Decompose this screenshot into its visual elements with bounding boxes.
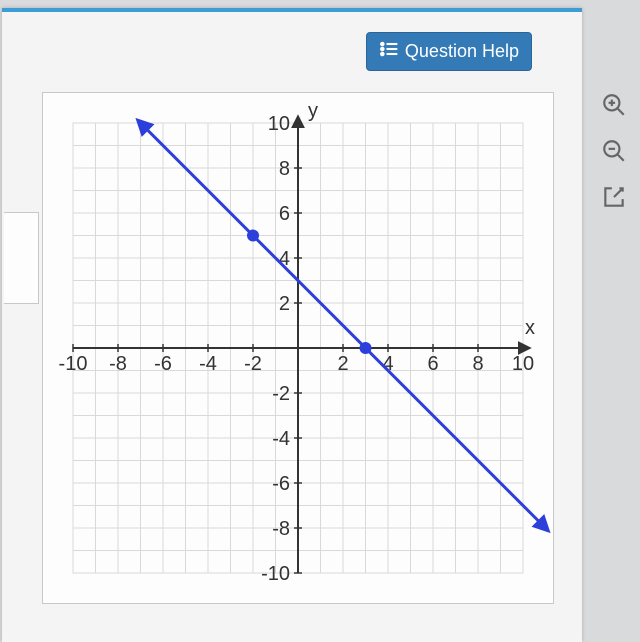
- zoom-out-button[interactable]: [599, 136, 629, 166]
- side-tools: [596, 90, 632, 212]
- svg-text:2: 2: [337, 353, 348, 375]
- svg-text:-2: -2: [272, 383, 290, 405]
- zoom-in-icon: [601, 92, 627, 118]
- question-help-button[interactable]: Question Help: [366, 32, 532, 71]
- question-help-label: Question Help: [405, 41, 519, 62]
- svg-text:-4: -4: [272, 428, 290, 450]
- zoom-out-icon: [601, 138, 627, 164]
- side-panel-sliver: [4, 212, 39, 304]
- open-external-button[interactable]: [599, 182, 629, 212]
- content-frame: Question Help -10-8-6-4-2246810-10-8-6-4…: [2, 8, 582, 642]
- svg-text:-6: -6: [154, 353, 172, 375]
- svg-text:-8: -8: [272, 518, 290, 540]
- svg-text:-6: -6: [272, 473, 290, 495]
- svg-text:2: 2: [279, 293, 290, 315]
- svg-text:6: 6: [279, 203, 290, 225]
- svg-text:8: 8: [279, 158, 290, 180]
- svg-text:-4: -4: [199, 353, 217, 375]
- svg-text:y: y: [308, 100, 318, 122]
- svg-text:-8: -8: [109, 353, 127, 375]
- svg-text:-10: -10: [261, 563, 290, 585]
- svg-text:-2: -2: [244, 353, 262, 375]
- svg-text:10: 10: [512, 353, 534, 375]
- svg-text:x: x: [525, 317, 535, 339]
- graph-panel: -10-8-6-4-2246810-10-8-6-4-2246810xy: [42, 92, 554, 604]
- coordinate-graph: -10-8-6-4-2246810-10-8-6-4-2246810xy: [43, 93, 553, 603]
- list-icon: [379, 39, 399, 64]
- svg-text:6: 6: [427, 353, 438, 375]
- svg-text:-10: -10: [59, 353, 88, 375]
- svg-text:8: 8: [472, 353, 483, 375]
- external-link-icon: [601, 184, 627, 210]
- zoom-in-button[interactable]: [599, 90, 629, 120]
- svg-text:10: 10: [268, 113, 290, 135]
